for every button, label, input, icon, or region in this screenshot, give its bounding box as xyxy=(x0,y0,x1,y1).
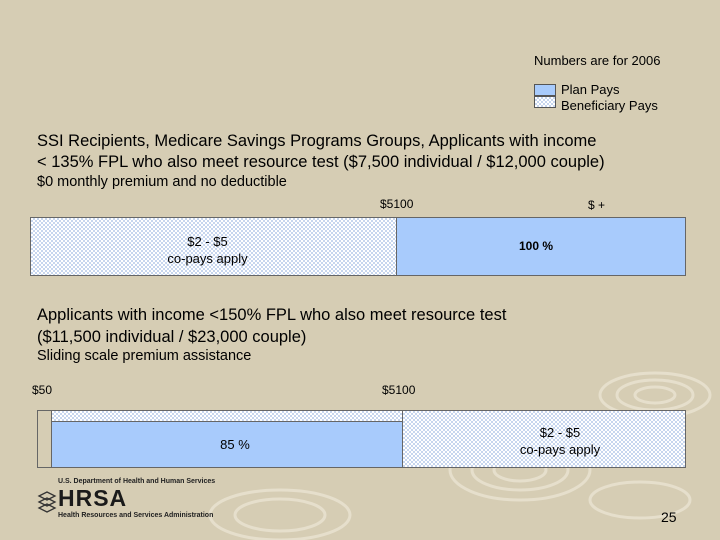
section1-title-line1: SSI Recipients, Medicare Savings Program… xyxy=(37,132,597,150)
section1-plan-percent: 100 % xyxy=(518,239,554,253)
legend-swatch-beneficiary xyxy=(534,96,556,108)
hrsa-logo: U.S. Department of Health and Human Serv… xyxy=(36,478,216,524)
section2-deductible-bar xyxy=(37,410,52,468)
section2-title-line2: ($11,500 individual / $23,000 couple) xyxy=(37,328,307,346)
section1-title-line2: < 135% FPL who also meet resource test (… xyxy=(37,153,605,171)
section2-tick-mid: $5100 xyxy=(382,383,416,397)
section2-copay-bar xyxy=(402,410,686,468)
hhs-eagle-icon xyxy=(37,491,57,513)
legend-swatch-plan xyxy=(534,84,556,96)
logo-sub-text: Health Resources and Services Administra… xyxy=(58,512,214,519)
section2-subtitle: Sliding scale premium assistance xyxy=(37,348,252,364)
section2-title-line1: Applicants with income <150% FPL who als… xyxy=(37,306,507,324)
section1-copay-label: $2 - $5 co-pays apply xyxy=(140,233,275,267)
page-number: 25 xyxy=(661,509,677,525)
logo-hrsa-text: HRSA xyxy=(58,485,128,511)
section2-copay-line1: $2 - $5 xyxy=(539,425,581,440)
section1-tick-end: $ + xyxy=(588,198,606,212)
section1-copay-line2: co-pays apply xyxy=(167,251,248,266)
legend-label-beneficiary: Beneficiary Pays xyxy=(561,98,658,113)
section2-copay-line2: co-pays apply xyxy=(519,442,601,457)
section1-subtitle: $0 monthly premium and no deductible xyxy=(37,174,287,190)
year-note: Numbers are for 2006 xyxy=(534,53,661,68)
section2-tick-start: $50 xyxy=(32,383,53,397)
section1-tick-mid: $5100 xyxy=(380,197,414,211)
section1-plan-bar xyxy=(396,217,686,276)
section1-beneficiary-bar xyxy=(30,217,397,276)
section1-copay-line1: $2 - $5 xyxy=(187,234,228,249)
logo-agency-text: U.S. Department of Health and Human Serv… xyxy=(58,478,216,485)
section2-copay-label: $2 - $5 co-pays apply xyxy=(500,424,620,458)
legend-label-plan: Plan Pays xyxy=(561,82,620,97)
section2-plan-percent: 85 % xyxy=(220,437,250,452)
